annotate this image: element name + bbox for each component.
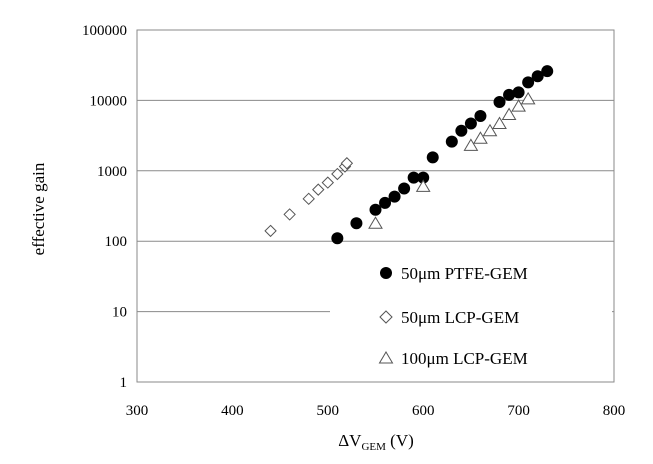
data-point-lcp-100	[482, 123, 498, 137]
y-tick-label: 100000	[82, 23, 127, 39]
series-2	[368, 91, 536, 229]
x-axis-ticks: 300 400 500 600 700 800	[126, 403, 626, 419]
data-point-ptfe	[512, 86, 525, 99]
legend-label-lcp-50: 50μm LCP-GEM	[401, 308, 519, 327]
data-point-ptfe	[474, 110, 487, 123]
legend-item-ptfe: 50μm PTFE-GEM	[380, 264, 528, 283]
x-axis-title: ΔVGEM (V)	[338, 431, 414, 453]
plot-area-frame	[136, 29, 615, 383]
y-tick-label: 100	[105, 234, 128, 250]
legend-marker-filled-circle	[380, 267, 392, 279]
x-tick-label: 400	[221, 403, 244, 419]
x-axis-title-main: ΔV	[338, 431, 362, 450]
y-tick-label: 10	[112, 305, 127, 321]
data-point-ptfe	[445, 135, 458, 148]
y-tick-label: 1000	[97, 164, 127, 180]
data-point-lcp-50	[312, 183, 325, 196]
data-point-lcp-100	[463, 138, 479, 151]
legend-marker-open-triangle	[378, 351, 394, 364]
data-point-ptfe	[455, 124, 468, 137]
data-point-lcp-100	[473, 131, 488, 144]
data-point-ptfe	[407, 171, 420, 184]
legend-marker-open-diamond	[379, 310, 393, 324]
data-point-ptfe	[379, 196, 392, 209]
y-axis-ticks: 1 10 100 1000 10000 100000	[82, 23, 127, 391]
data-point-lcp-50	[264, 224, 277, 238]
legend-label-ptfe: 50μm PTFE-GEM	[401, 264, 528, 283]
legend-background	[330, 255, 612, 381]
data-point-lcp-50	[283, 208, 296, 221]
y-axis-title: effective gain	[29, 162, 48, 255]
x-tick-label: 700	[507, 403, 530, 419]
data-point-lcp-50	[321, 176, 335, 189]
x-tick-label: 500	[317, 403, 340, 419]
legend-label-lcp-100: 100μm LCP-GEM	[401, 349, 528, 368]
data-points	[264, 65, 554, 245]
y-tick-label: 1	[120, 375, 128, 391]
data-point-ptfe	[398, 182, 411, 195]
data-point-ptfe	[464, 117, 477, 130]
legend-item-lcp-50: 50μm LCP-GEM	[379, 308, 519, 327]
data-point-lcp-100	[511, 99, 526, 112]
legend: 50μm PTFE-GEM 50μm LCP-GEM 100μm LCP-GEM	[330, 255, 612, 381]
data-point-lcp-50	[302, 192, 315, 206]
data-point-lcp-50	[340, 157, 354, 170]
x-axis-title-subscript: GEM	[361, 441, 386, 453]
x-tick-label: 600	[412, 403, 435, 419]
x-tick-label: 800	[603, 403, 626, 419]
data-point-lcp-100	[501, 107, 517, 121]
series-0	[331, 65, 554, 245]
data-point-ptfe	[388, 190, 401, 203]
data-point-ptfe	[331, 232, 344, 245]
data-point-ptfe	[369, 203, 382, 216]
data-point-lcp-100	[368, 216, 383, 229]
data-point-lcp-100	[492, 116, 507, 129]
data-point-ptfe	[493, 95, 506, 108]
x-axis-title-unit: (V)	[386, 431, 414, 450]
data-point-ptfe	[522, 76, 535, 89]
data-point-lcp-50	[331, 167, 344, 181]
data-point-ptfe	[541, 65, 554, 78]
x-tick-label: 300	[126, 403, 149, 419]
series-1	[264, 157, 354, 238]
y-tick-label: 10000	[90, 93, 128, 109]
data-point-lcp-100	[520, 91, 536, 105]
legend-item-lcp-100: 100μm LCP-GEM	[378, 349, 528, 368]
data-point-ptfe	[503, 88, 516, 101]
data-point-ptfe	[417, 171, 430, 184]
data-point-ptfe	[426, 151, 439, 164]
data-point-ptfe	[531, 70, 544, 83]
data-point-ptfe	[350, 217, 363, 230]
data-point-lcp-100	[415, 179, 431, 192]
